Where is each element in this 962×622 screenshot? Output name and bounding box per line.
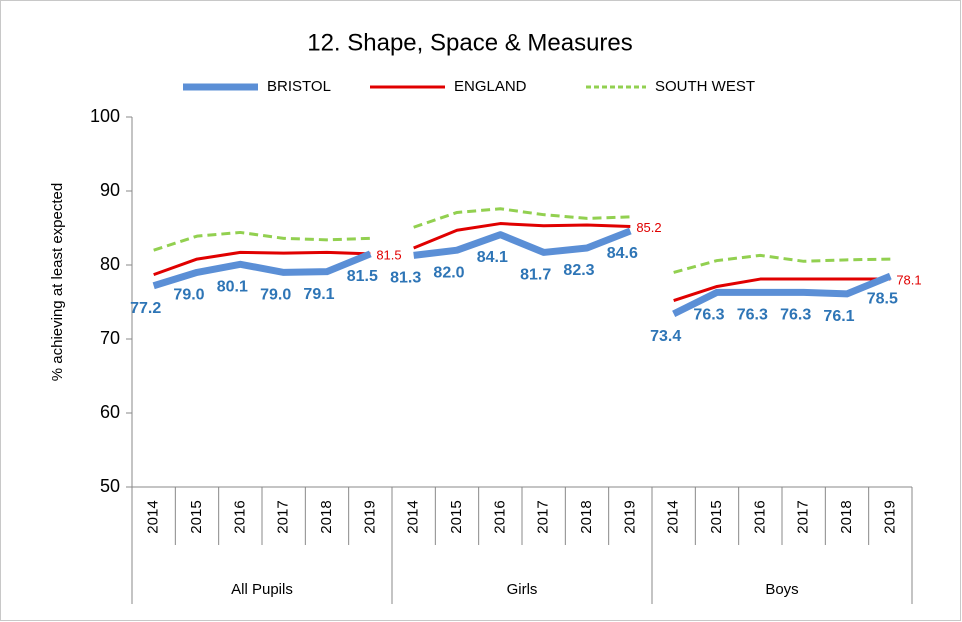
data-label: 76.1 — [823, 308, 854, 325]
y-tick-label: 100 — [90, 106, 120, 126]
x-tick-label: 2019 — [361, 500, 378, 533]
x-tick-label: 2014 — [145, 500, 162, 533]
data-label: 79.1 — [303, 286, 334, 303]
data-label: 85.2 — [636, 220, 661, 235]
x-tick-label: 2015 — [708, 500, 725, 533]
chart-title: 12. Shape, Space & Measures — [307, 29, 633, 56]
series-line — [413, 222, 631, 250]
x-tick-label: 2018 — [318, 500, 335, 533]
group-label: All Pupils — [231, 581, 293, 598]
data-label: 82.0 — [433, 264, 464, 281]
data-label: 80.1 — [217, 278, 248, 295]
series-line — [153, 230, 371, 252]
data-label: 79.0 — [260, 287, 291, 304]
data-label: 76.3 — [737, 307, 768, 324]
y-tick-label: 80 — [100, 254, 120, 274]
x-tick-label: 2015 — [188, 500, 205, 533]
x-tick-label: 2014 — [405, 500, 422, 533]
data-label: 84.1 — [477, 249, 508, 266]
x-tick-label: 2019 — [881, 500, 898, 533]
series-line — [672, 272, 892, 317]
data-label: 78.5 — [867, 290, 898, 307]
y-tick-label: 60 — [100, 402, 120, 422]
group-label: Girls — [507, 581, 538, 598]
data-label: 81.5 — [347, 268, 378, 285]
x-tick-label: 2018 — [578, 500, 595, 533]
data-label: 81.7 — [520, 267, 551, 284]
group-label: Boys — [765, 581, 798, 598]
data-label: 81.5 — [376, 247, 401, 262]
x-tick-label: 2015 — [448, 500, 465, 533]
data-label: 76.3 — [693, 307, 724, 324]
x-tick-label: 2018 — [838, 500, 855, 533]
series-line — [413, 207, 631, 229]
series-line — [152, 250, 372, 290]
series-line — [673, 277, 891, 302]
x-tick-label: 2019 — [621, 500, 638, 533]
y-axis-title: % achieving at least expected — [49, 183, 66, 381]
y-tick-label: 70 — [100, 328, 120, 348]
x-tick-label: 2017 — [795, 500, 812, 533]
data-label: 78.1 — [896, 272, 921, 287]
x-tick-label: 2014 — [665, 500, 682, 533]
y-tick-label: 90 — [100, 180, 120, 200]
series-line — [153, 250, 371, 277]
x-tick-label: 2016 — [751, 500, 768, 533]
series-line — [673, 253, 891, 274]
legend-label: ENGLAND — [454, 78, 527, 95]
data-label: 81.3 — [390, 270, 421, 287]
y-tick-label: 50 — [100, 476, 120, 496]
x-tick-label: 2017 — [535, 500, 552, 533]
data-label: 79.0 — [173, 287, 204, 304]
data-label: 82.3 — [563, 262, 594, 279]
legend-label: SOUTH WEST — [655, 78, 755, 95]
data-label: 77.2 — [130, 300, 161, 317]
legend-label: BRISTOL — [267, 78, 331, 95]
x-tick-label: 2017 — [275, 500, 292, 533]
data-label: 76.3 — [780, 307, 811, 324]
x-tick-label: 2016 — [491, 500, 508, 533]
series-line — [413, 227, 632, 259]
data-label: 73.4 — [650, 328, 681, 345]
x-tick-label: 2016 — [231, 500, 248, 533]
data-label: 84.6 — [607, 245, 638, 262]
